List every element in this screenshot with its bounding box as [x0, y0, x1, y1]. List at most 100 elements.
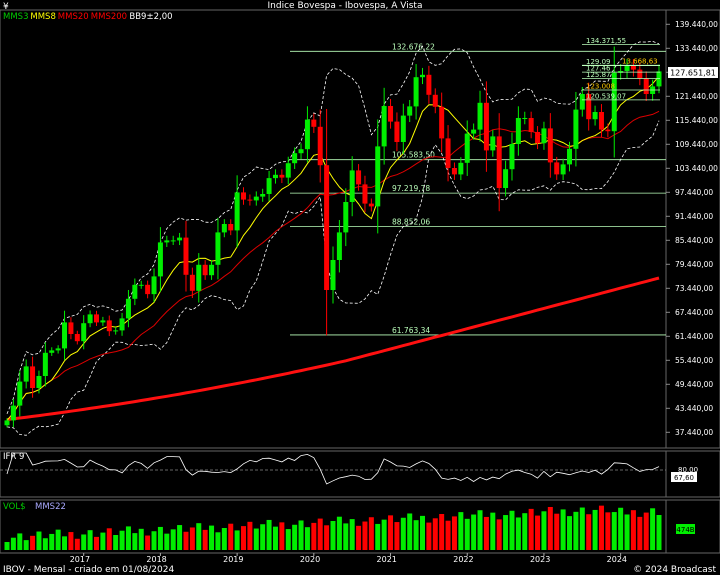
candle-body [196, 264, 202, 291]
candle-body [17, 381, 23, 406]
volume-bar [157, 526, 163, 550]
volume-bar [362, 521, 368, 550]
volume-bar [202, 529, 208, 550]
volume-bar [36, 531, 42, 550]
candle-body [336, 232, 342, 260]
volume-bar [637, 516, 643, 550]
candle-body [407, 106, 413, 116]
volume-bar [407, 513, 413, 550]
candle-body [413, 77, 419, 107]
volume-bar [618, 507, 624, 550]
volume-legend-item-1: MMS22 [35, 502, 66, 512]
candle-body [656, 71, 662, 87]
legend-item-0: MMS3 [3, 12, 28, 22]
candle-body [477, 102, 483, 130]
recent-level-label-5: 120.539,07 [586, 92, 626, 100]
menu-icon[interactable]: ¥ [3, 2, 9, 12]
footer-right: © 2024 Broadcast [633, 565, 716, 575]
volume-bar [23, 540, 29, 550]
candle-body [119, 318, 125, 331]
volume-bar [592, 509, 598, 550]
volume-bar [298, 520, 304, 550]
candle-body [426, 74, 432, 95]
candle-body [36, 376, 42, 388]
recent-level-label-3: 127.46 [586, 65, 611, 73]
volume-bar [560, 509, 566, 550]
recent-level-label-2: 13.668,63 [622, 58, 658, 66]
volume-bar [426, 522, 432, 550]
indicator-legend: MMS3 MMS8 MMS20 MMS200 BB9±2,00 [3, 12, 173, 22]
volume-bar [458, 512, 464, 550]
volume-bar [349, 519, 355, 550]
volume-bar [304, 527, 310, 550]
volume-bar [132, 533, 138, 550]
candle-body [209, 264, 215, 276]
volume-bar [579, 507, 585, 550]
volume-legend: VOL$ MMS22 [3, 502, 66, 512]
candlestick-series [4, 46, 662, 428]
legend-item-2: MMS20 [58, 12, 89, 22]
volume-bar [605, 512, 611, 550]
volume-bar [17, 533, 23, 550]
volume-bar [483, 516, 489, 550]
volume-bar [55, 529, 61, 550]
price-tick-7: 97.440,00 [675, 188, 713, 197]
recent-level-label-4: 125.87 [586, 71, 611, 79]
chart-title: Indice Bovespa - Ibovespa, A Vista [268, 1, 423, 11]
price-tick-1: 133.440,00 [675, 44, 718, 53]
volume-bar [381, 519, 387, 550]
price-axis-labels: 139.440,00133.440,00127.440,00121.440,00… [666, 20, 718, 437]
price-tick-5: 109.440,00 [675, 140, 718, 149]
candle-body [458, 162, 464, 175]
volume-bar [177, 525, 183, 550]
candle-body [496, 136, 502, 188]
candle-body [138, 284, 144, 286]
legend-item-3: MMS200 [91, 12, 127, 22]
candle-body [362, 184, 368, 204]
bb-upper [6, 40, 660, 415]
volume-bar [439, 514, 445, 550]
level-label-2: 97.219,78 [392, 184, 430, 193]
price-tick-17: 37.440,00 [675, 428, 713, 437]
candle-body [503, 169, 509, 188]
price-tick-16: 43.440,00 [675, 404, 713, 413]
candle-body [157, 242, 163, 277]
candle-body [592, 112, 598, 120]
candle-body [81, 323, 87, 342]
price-tick-14: 55.440,00 [675, 356, 713, 365]
volume-bar [611, 512, 617, 550]
ifr-line [6, 452, 660, 485]
candle-body [260, 194, 266, 197]
candle-body [630, 66, 636, 70]
candle-body [598, 112, 604, 130]
candle-body [381, 106, 387, 147]
candle-body [68, 322, 74, 334]
level-label-1: 105.583,50 [392, 151, 435, 160]
volume-bar [272, 526, 278, 550]
candle-body [400, 115, 406, 142]
volume-bar [535, 515, 541, 550]
year-label-2023: 2023 [530, 555, 550, 564]
candle-body [605, 129, 611, 132]
candle-body [170, 240, 176, 242]
volume-bar [375, 523, 381, 550]
candle-body [304, 119, 310, 150]
candle-body [343, 202, 349, 233]
year-axis: 2017 2018 2019 2020 2021 2022 2023 2024 [70, 553, 627, 564]
candle-body [643, 78, 649, 94]
volume-bar [496, 519, 502, 550]
volume-bars [4, 505, 662, 550]
year-label-2021: 2021 [377, 555, 397, 564]
volume-bar [630, 510, 636, 550]
recent-level-label-6: 123.008 [586, 82, 615, 90]
ifr-label: IFR 9 [3, 452, 24, 462]
volume-bar [49, 533, 55, 550]
price-tick-12: 67.440,00 [675, 308, 713, 317]
ifr-value: 67,60 [674, 474, 694, 482]
price-tick-6: 103.440,00 [675, 164, 718, 173]
volume-bar [228, 523, 234, 550]
candle-body [573, 109, 579, 149]
candle-body [317, 126, 323, 166]
